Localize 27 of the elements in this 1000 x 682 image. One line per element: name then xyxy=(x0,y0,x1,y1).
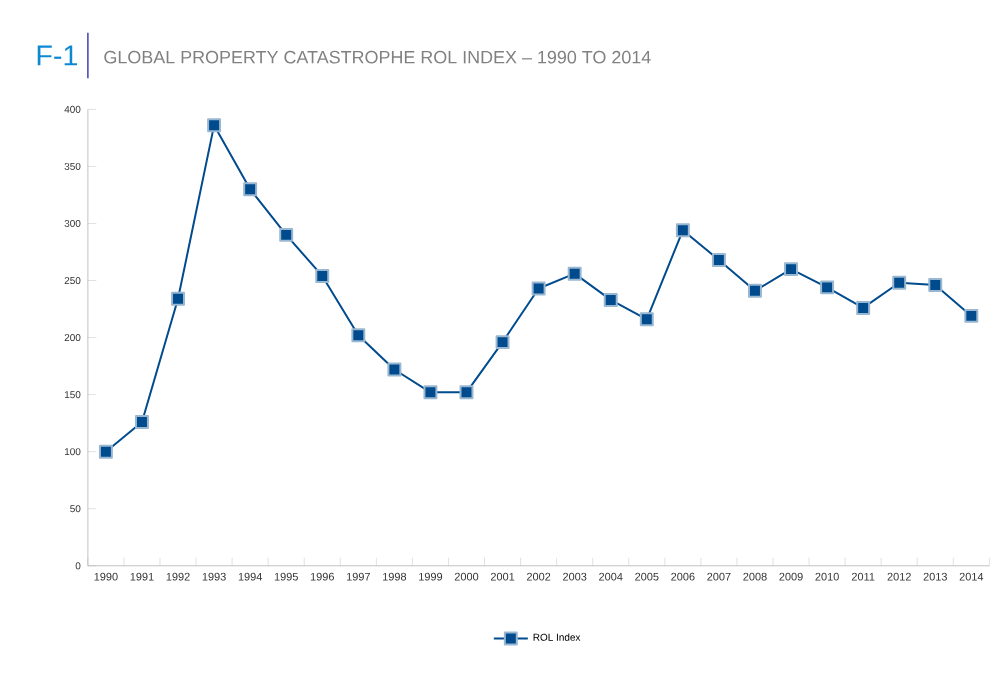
point xyxy=(243,182,258,197)
point xyxy=(856,300,871,315)
point xyxy=(964,308,979,323)
point xyxy=(567,266,582,281)
text: F-1 xyxy=(37,45,78,66)
chart-title: GLOBAL PROPERTY CATASTROPHE ROL INDEX – 1990 TO 2014 xyxy=(104,50,651,64)
point xyxy=(675,223,690,238)
point xyxy=(928,278,943,293)
point xyxy=(315,268,330,283)
point xyxy=(531,281,546,296)
point xyxy=(98,444,113,459)
point xyxy=(207,118,222,133)
point xyxy=(748,283,762,298)
point xyxy=(279,227,294,242)
point xyxy=(351,328,366,343)
point xyxy=(495,335,510,350)
point xyxy=(459,385,474,400)
point xyxy=(711,253,726,267)
point xyxy=(134,415,149,429)
point xyxy=(784,262,799,277)
point xyxy=(423,385,438,400)
point xyxy=(171,291,185,306)
point xyxy=(639,312,654,327)
point xyxy=(820,280,835,295)
point xyxy=(387,362,402,377)
point xyxy=(603,292,618,307)
point xyxy=(892,275,907,290)
